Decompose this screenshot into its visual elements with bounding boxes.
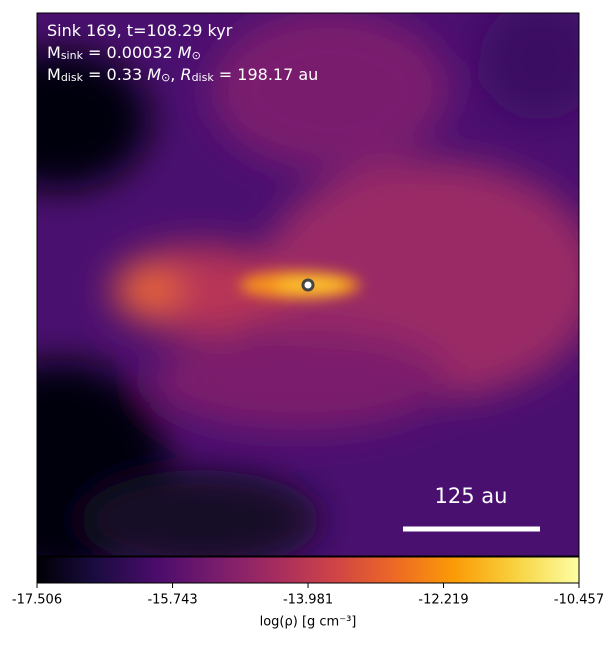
- annotation-segment: M: [178, 43, 192, 62]
- annotation-segment: Sink 169, t=108.29 kyr: [47, 21, 233, 40]
- annotation-segment: ⊙: [192, 49, 201, 62]
- annotation-segment: disk: [192, 71, 215, 84]
- sink-marker: [301, 278, 315, 292]
- image-frame: [36, 12, 580, 557]
- annotation-segment: ,: [170, 65, 180, 84]
- colorbar-tick-label: -17.506: [12, 593, 62, 608]
- annotation-segment: disk: [61, 71, 84, 84]
- annotation-segment: M: [147, 65, 161, 84]
- colorbar: [36, 556, 580, 584]
- annotation-segment: R: [180, 65, 191, 84]
- density-image: [37, 13, 579, 556]
- colorbar-label: log(ρ) [g cm⁻³]: [260, 615, 357, 630]
- annotation-line: Msink = 0.00032 M⊙: [47, 43, 201, 62]
- colorbar-tick-label: -13.981: [283, 593, 333, 608]
- annotation-segment: sink: [61, 49, 84, 62]
- annotation-line: Mdisk = 0.33 M⊙, Rdisk = 198.17 au: [47, 65, 318, 84]
- annotation-segment: M: [47, 65, 61, 84]
- annotation-line: Sink 169, t=108.29 kyr: [47, 21, 233, 40]
- annotation-segment: = 0.00032: [83, 43, 178, 62]
- colorbar-tick-label: -15.743: [147, 593, 197, 608]
- annotation-segment: M: [47, 43, 61, 62]
- colorbar-tick-label: -10.457: [554, 593, 604, 608]
- annotation-segment: = 198.17 au: [214, 65, 319, 84]
- annotation-segment: ⊙: [161, 71, 170, 84]
- annotation-segment: = 0.33: [83, 65, 147, 84]
- colorbar-tick-label: -12.219: [418, 593, 468, 608]
- scale-bar-label: 125 au: [435, 484, 508, 508]
